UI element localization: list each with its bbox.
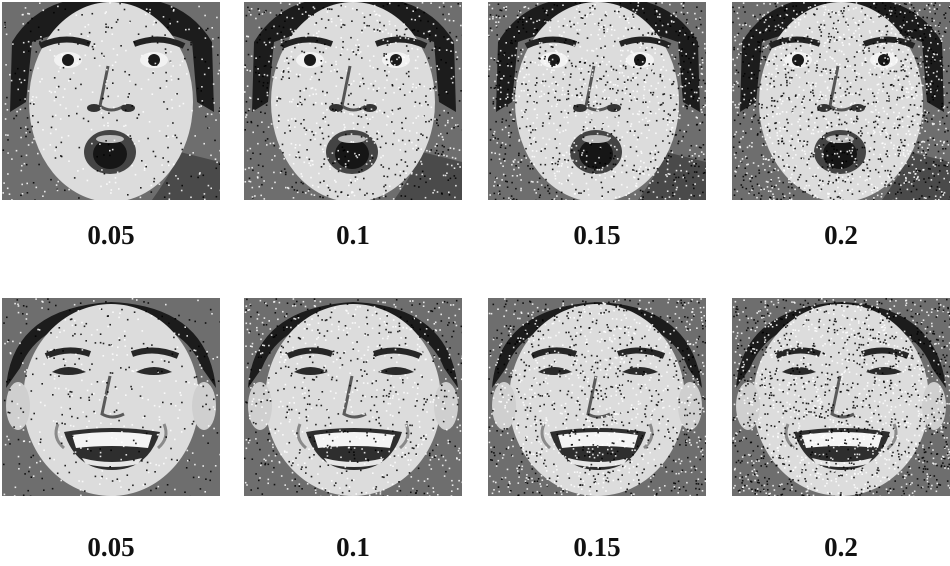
noise-level-label: 0.1	[336, 532, 370, 562]
noise-level-label: 0.15	[573, 532, 621, 562]
face-image-surprised-noise-0.1	[244, 2, 462, 200]
face-image-smiling-noise-0.2	[732, 298, 950, 496]
noise-level-label: 0.15	[573, 220, 621, 250]
face-image-surprised-noise-0.2	[732, 2, 950, 200]
noise-level-label: 0.05	[87, 220, 135, 250]
noise-level-label: 0.2	[824, 220, 858, 250]
noise-level-label: 0.1	[336, 220, 370, 250]
face-image-surprised-noise-0.15	[488, 2, 706, 200]
face-image-smiling-noise-0.1	[244, 298, 462, 496]
noise-level-label: 0.2	[824, 532, 858, 562]
face-image-surprised-noise-0.05	[2, 2, 220, 200]
face-image-smiling-noise-0.05	[2, 298, 220, 496]
face-image-smiling-noise-0.15	[488, 298, 706, 496]
noise-level-label: 0.05	[87, 532, 135, 562]
